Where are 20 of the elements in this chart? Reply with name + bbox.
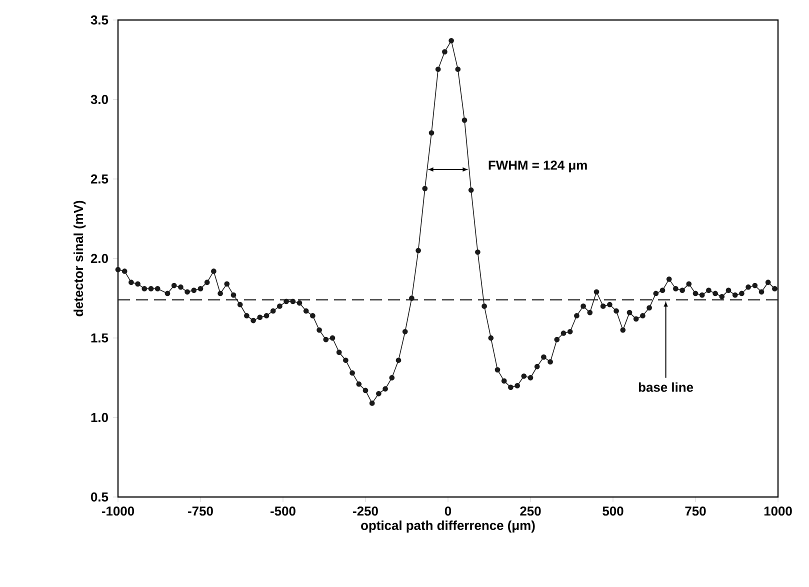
y-tick-label: 1.5 [91, 333, 108, 343]
y-tick-label: 2.5 [90, 174, 108, 184]
x-axis-title: optical path differrence (μm) [361, 520, 535, 533]
x-tick-label: 250 [520, 506, 541, 516]
x-tick-label: -1000 [102, 506, 134, 516]
y-tick-label: 3.0 [90, 94, 108, 104]
annotation: base line [638, 382, 694, 392]
x-tick-label: -250 [353, 506, 378, 516]
x-tick-label: 0 [444, 506, 452, 516]
y-tick-label: 3.5 [90, 15, 108, 25]
x-tick-label: 1000 [764, 506, 792, 516]
annotation: FWHM = 124 μm [488, 160, 587, 172]
y-axis-title: detector sinal (mV) [74, 200, 86, 316]
y-tick-label: 0.5 [90, 492, 108, 502]
y-tick-label: 1.0 [91, 412, 108, 422]
x-tick-label: 750 [685, 506, 706, 516]
x-tick-label: 500 [602, 506, 624, 516]
x-tick-label: -500 [270, 506, 296, 516]
x-tick-label: -750 [188, 506, 213, 516]
y-tick-label: 2.0 [90, 254, 108, 264]
